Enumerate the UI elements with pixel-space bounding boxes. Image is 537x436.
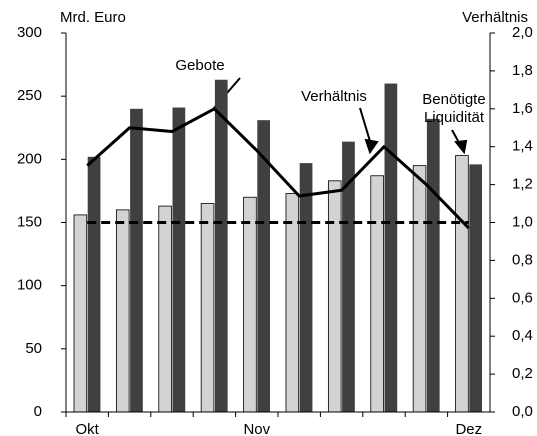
y2-tick-label: 2,0	[512, 24, 533, 41]
y-tick-label: 200	[17, 150, 42, 167]
annotation: Verhältnis	[301, 88, 367, 105]
annotation: Benötigte Liquidität	[422, 91, 485, 126]
y-tick-label: 300	[17, 24, 42, 41]
x-tick-label: Okt	[76, 421, 100, 436]
y2-tick-label: 0,2	[512, 365, 533, 382]
bar	[158, 205, 172, 413]
x-tick-label: Dez	[455, 421, 482, 436]
bar	[243, 196, 257, 413]
y-tick-label: 150	[17, 213, 42, 230]
x-tick-label: Nov	[243, 421, 270, 436]
y2-tick-label: 0,8	[512, 251, 533, 268]
y2-tick-label: 0,6	[512, 289, 533, 306]
bar	[412, 165, 427, 413]
bar	[342, 141, 355, 412]
y2-tick-label: 1,0	[512, 213, 533, 230]
y-tick-label: 250	[17, 87, 42, 104]
y-tick-label: 0	[34, 403, 42, 420]
bar	[426, 118, 440, 412]
bar	[130, 108, 143, 413]
bar	[172, 107, 186, 412]
bar	[370, 175, 384, 413]
y2-tick-label: 0,4	[512, 327, 533, 344]
bar	[257, 120, 271, 413]
y2-tick-label: 1,6	[512, 100, 533, 117]
bar	[327, 180, 342, 413]
bar	[87, 156, 101, 412]
y-tick-label: 50	[25, 340, 42, 357]
arrow-head	[364, 138, 379, 155]
y2-tick-label: 0,0	[512, 403, 533, 420]
y-tick-label: 100	[17, 277, 42, 294]
bar	[299, 163, 313, 412]
arrow-head	[454, 139, 468, 155]
annotation: Gebote	[175, 57, 224, 74]
bar	[115, 209, 130, 413]
y2-tick-label: 1,8	[512, 62, 533, 79]
y2-axis-title: Verhältnis	[462, 9, 528, 26]
bar	[73, 214, 88, 413]
ratio-line	[86, 107, 470, 230]
bar	[384, 83, 398, 413]
bar	[285, 193, 300, 413]
bar	[200, 203, 215, 413]
bar	[455, 155, 469, 413]
bar	[469, 164, 483, 412]
y2-tick-label: 1,4	[512, 138, 533, 155]
y-axis-title: Mrd. Euro	[60, 9, 126, 26]
bar	[214, 79, 228, 412]
y2-tick-label: 1,2	[512, 176, 533, 193]
